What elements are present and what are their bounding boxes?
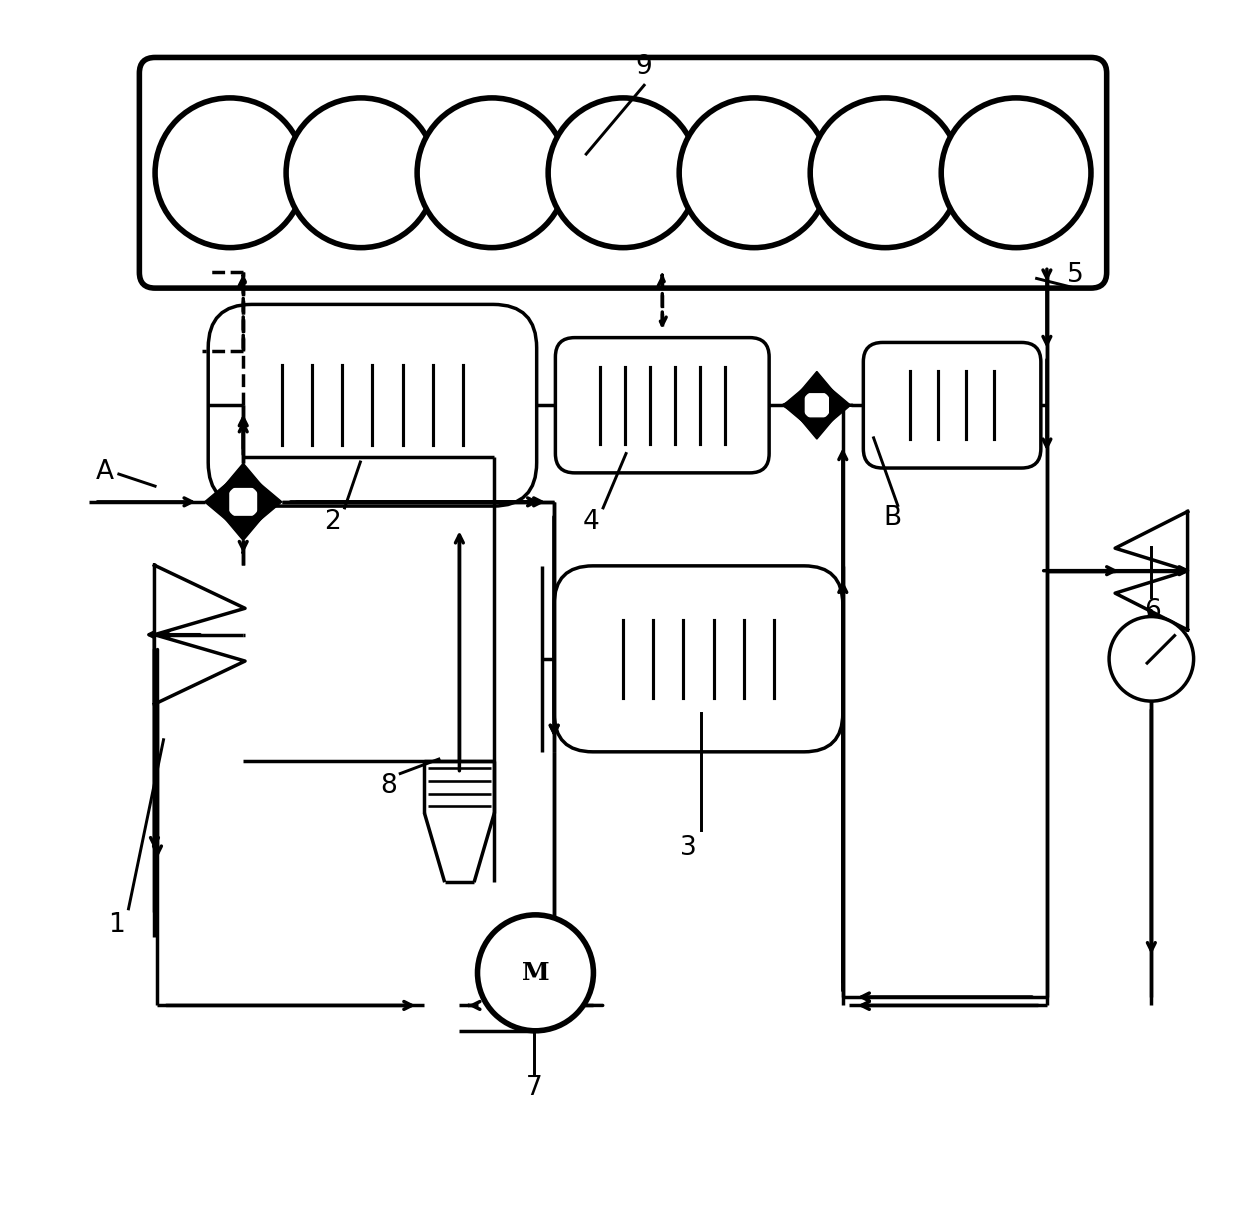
Polygon shape xyxy=(1115,511,1188,571)
FancyBboxPatch shape xyxy=(208,305,537,507)
Circle shape xyxy=(155,98,305,248)
Polygon shape xyxy=(1115,571,1188,630)
Text: 7: 7 xyxy=(526,1075,543,1100)
Polygon shape xyxy=(155,635,246,704)
Polygon shape xyxy=(155,566,246,635)
Circle shape xyxy=(941,98,1091,248)
FancyBboxPatch shape xyxy=(139,58,1106,288)
Polygon shape xyxy=(800,418,835,439)
FancyBboxPatch shape xyxy=(556,337,769,473)
Text: B: B xyxy=(884,504,901,531)
Circle shape xyxy=(548,98,698,248)
Polygon shape xyxy=(223,463,263,487)
Circle shape xyxy=(477,915,594,1031)
Text: 8: 8 xyxy=(379,773,397,799)
Polygon shape xyxy=(782,388,804,423)
Polygon shape xyxy=(800,371,835,393)
Circle shape xyxy=(680,98,828,248)
Polygon shape xyxy=(223,516,263,540)
Polygon shape xyxy=(258,481,281,522)
Circle shape xyxy=(417,98,567,248)
Text: 6: 6 xyxy=(1145,597,1161,624)
Text: 9: 9 xyxy=(636,54,652,80)
Text: A: A xyxy=(95,458,113,485)
Circle shape xyxy=(286,98,435,248)
FancyBboxPatch shape xyxy=(863,342,1040,468)
Text: 3: 3 xyxy=(681,835,697,862)
Text: 2: 2 xyxy=(324,509,341,536)
Circle shape xyxy=(801,389,833,422)
Polygon shape xyxy=(830,388,851,423)
Polygon shape xyxy=(205,481,228,522)
Circle shape xyxy=(810,98,960,248)
Circle shape xyxy=(1109,617,1194,701)
Circle shape xyxy=(224,484,262,520)
Text: M: M xyxy=(522,961,549,985)
FancyBboxPatch shape xyxy=(554,566,843,752)
Text: 5: 5 xyxy=(1066,262,1084,288)
Text: 4: 4 xyxy=(583,509,599,536)
Text: 1: 1 xyxy=(108,912,125,937)
